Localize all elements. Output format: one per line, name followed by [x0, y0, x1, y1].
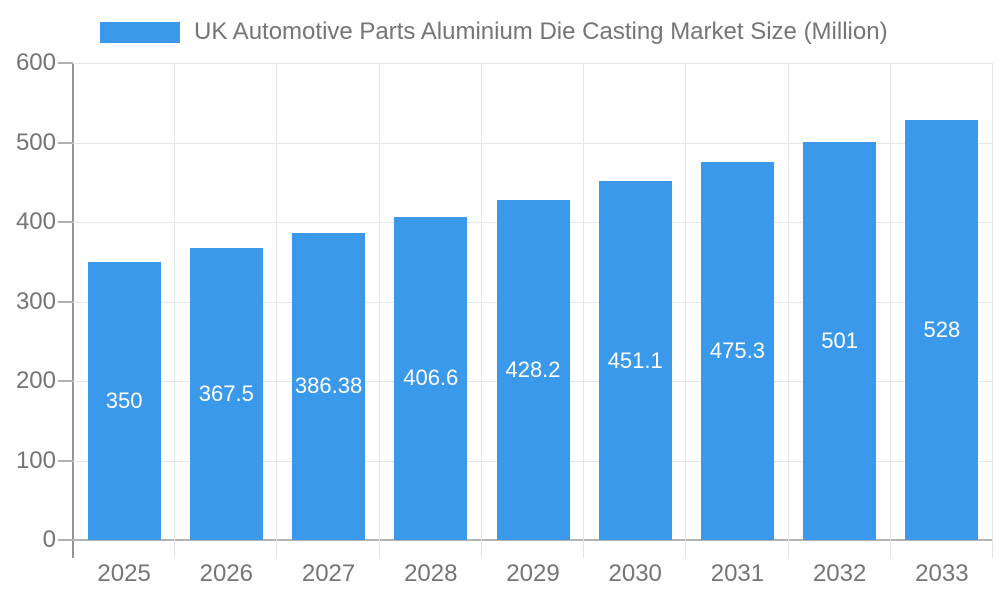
bar-2025[interactable]: 350 — [87, 261, 161, 540]
x-tick-2 — [276, 540, 278, 558]
bar-2033[interactable]: 528 — [905, 120, 979, 540]
bar-value-label-2033: 528 — [923, 317, 961, 343]
bar-2031[interactable]: 475.3 — [700, 162, 774, 540]
legend-swatch[interactable] — [100, 21, 180, 43]
bar-2028[interactable]: 406.6 — [394, 216, 468, 540]
x-tick-label-2033: 2033 — [915, 560, 969, 587]
y-tick-label-100: 100 — [15, 446, 56, 474]
chart-legend: UK Automotive Parts Aluminium Die Castin… — [100, 12, 888, 52]
bar-value-label-2025: 350 — [105, 387, 143, 413]
y-tick-300 — [58, 300, 73, 303]
y-tick-200 — [58, 380, 73, 382]
bar-value-label-2027: 386.38 — [294, 373, 363, 399]
grid-line-x-9 — [992, 63, 993, 540]
x-axis-line — [58, 539, 993, 541]
grid-line-x-8 — [889, 63, 891, 540]
x-tick-8 — [889, 540, 891, 558]
bar-value-label-2030: 451.1 — [607, 347, 663, 373]
grid-line-y-600 — [73, 63, 993, 64]
y-tick-400 — [58, 221, 73, 223]
y-tick-500 — [58, 141, 73, 144]
x-tick-label-2030: 2030 — [608, 560, 662, 587]
plot-area: 0 100 200 300 400 500 600 350 2025 367.5 2026 386.3… — [16, 49, 993, 587]
grid-line-x-1 — [174, 63, 176, 540]
bar-value-label-2028: 406.6 — [403, 365, 459, 391]
x-tick-9 — [992, 540, 993, 558]
bar-2026[interactable]: 367.5 — [189, 247, 263, 540]
x-tick-7 — [787, 540, 789, 558]
bar-2029[interactable]: 428.2 — [496, 199, 570, 540]
bar-value-label-2032: 501 — [821, 327, 859, 353]
x-tick-label-2031: 2031 — [710, 560, 765, 587]
y-tick-600 — [58, 62, 73, 64]
grid-line-x-4 — [480, 63, 482, 540]
grid-line-x-3 — [378, 63, 380, 540]
grid-line-x-6 — [685, 63, 687, 540]
x-tick-1 — [174, 540, 176, 558]
y-tick-label-600: 600 — [15, 49, 56, 76]
y-tick-0 — [58, 539, 73, 541]
x-tick-label-2027: 2027 — [301, 560, 356, 587]
x-tick-5 — [583, 540, 585, 558]
chart-title: UK Automotive Parts Aluminium Die Castin… — [194, 18, 888, 45]
bar-value-label-2029: 428.2 — [505, 356, 561, 382]
y-tick-100 — [58, 459, 73, 462]
y-tick-label-200: 200 — [15, 367, 56, 394]
grid-line-x-7 — [787, 63, 789, 540]
x-tick-label-2032: 2032 — [812, 560, 867, 587]
x-tick-label-2025: 2025 — [97, 560, 151, 587]
y-tick-label-0: 0 — [42, 526, 56, 553]
grid-line-x-5 — [583, 63, 585, 540]
bar-2027[interactable]: 386.38 — [292, 232, 366, 540]
bar-2030[interactable]: 451.1 — [598, 181, 672, 540]
bar-value-label-2031: 475.3 — [709, 338, 765, 364]
x-tick-label-2028: 2028 — [404, 560, 458, 587]
y-tick-label-500: 500 — [15, 128, 56, 156]
x-tick-label-2029: 2029 — [506, 560, 560, 587]
x-tick-label-2026: 2026 — [199, 560, 254, 587]
grid-line-x-2 — [276, 63, 278, 540]
y-tick-label-400: 400 — [15, 208, 56, 235]
bar-value-label-2026: 367.5 — [198, 380, 254, 406]
y-tick-label-300: 300 — [15, 287, 56, 315]
bar-2032[interactable]: 501 — [803, 141, 877, 540]
y-axis-line — [72, 63, 74, 558]
grid-line-y-500 — [73, 142, 993, 144]
x-tick-3 — [378, 540, 380, 558]
x-tick-6 — [685, 540, 687, 558]
x-tick-4 — [480, 540, 482, 558]
